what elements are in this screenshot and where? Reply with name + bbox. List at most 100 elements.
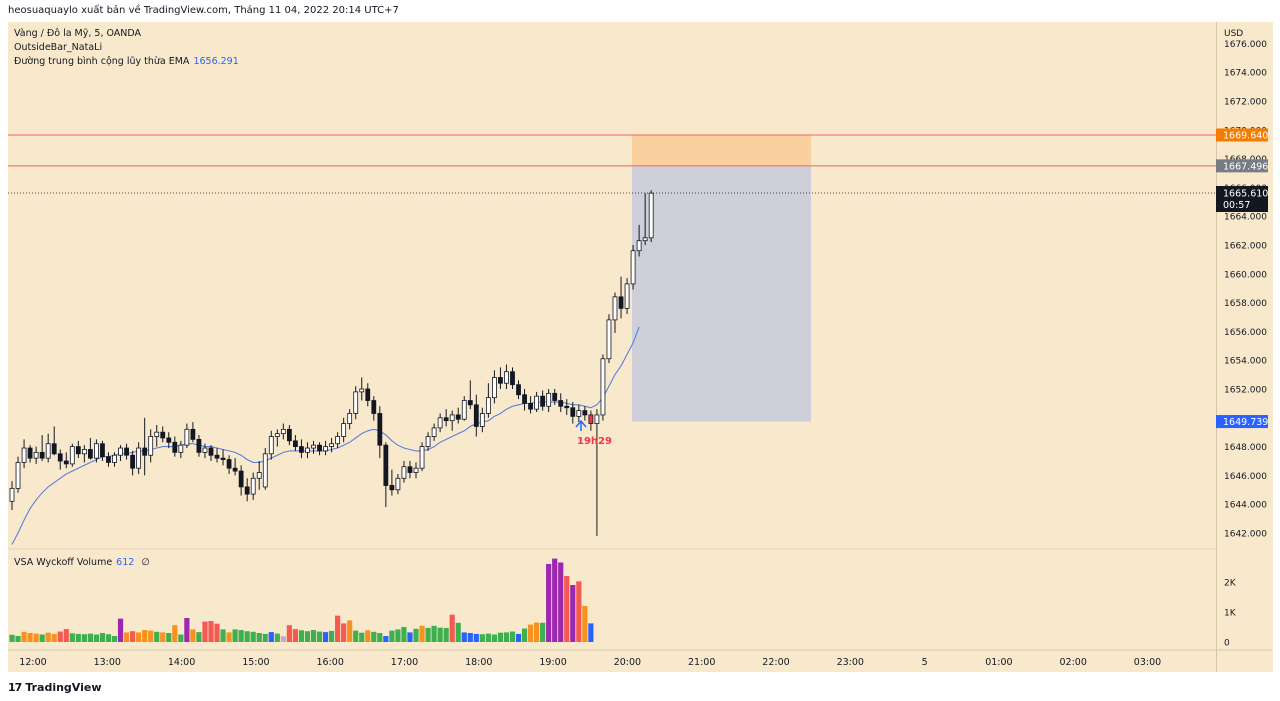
volume-bar: [395, 629, 401, 642]
candle: [184, 423, 190, 449]
candle: [455, 407, 461, 424]
candle-body: [648, 192, 654, 239]
candle: [136, 442, 142, 474]
volume-bar: [33, 633, 39, 642]
target-zone: [632, 165, 811, 422]
candle-body: [425, 436, 431, 447]
time-tick-label: 22:00: [762, 657, 789, 668]
volume-bar: [81, 634, 87, 642]
candle-body: [371, 400, 377, 414]
candle-body: [220, 457, 226, 460]
candle-body: [576, 410, 582, 417]
volume-bar: [552, 558, 558, 642]
candle-body: [100, 443, 105, 458]
indicator-legend[interactable]: OutsideBar_NataLi: [14, 42, 103, 53]
ema-legend[interactable]: Đường trung bình cộng lũy thừa EMA 1656.2…: [14, 56, 239, 67]
volume-bar: [413, 628, 419, 642]
candle: [166, 432, 172, 449]
volume-legend-value: 612: [116, 557, 135, 568]
candle-body: [642, 237, 648, 242]
candle-body: [467, 400, 473, 406]
candle: [124, 443, 129, 460]
candle-body: [274, 433, 280, 437]
candle-body: [51, 443, 57, 455]
volume-bar: [437, 627, 443, 642]
volume-bar: [148, 630, 154, 642]
candle: [365, 383, 371, 407]
volume-bar: [130, 631, 136, 642]
volume-bar: [407, 632, 413, 642]
volume-bar: [262, 633, 268, 642]
volume-bar: [45, 632, 51, 642]
time-tick-label: 17:00: [391, 657, 418, 668]
price-tick-label: 1660.000: [1224, 270, 1267, 280]
volume-bar: [558, 562, 564, 642]
candle: [425, 432, 431, 451]
symbol-legend[interactable]: Vàng / Đô la Mỹ, 5, OANDA: [14, 28, 142, 39]
volume-bar: [123, 632, 130, 642]
volume-bar: [105, 634, 112, 642]
candle: [594, 409, 600, 536]
candle-body: [166, 437, 172, 443]
volume-bar: [353, 630, 359, 642]
current-price-label-bg: [1216, 186, 1268, 213]
candle-body: [347, 413, 353, 424]
candle: [21, 439, 27, 469]
volume-bar: [582, 606, 588, 642]
candle-body: [504, 371, 509, 384]
time-tick-label: 01:00: [985, 657, 1012, 668]
countdown-label: 00:57: [1223, 200, 1250, 211]
candle-body: [437, 417, 443, 429]
candle: [87, 437, 93, 460]
lower-level-label-bg: [1216, 159, 1268, 173]
volume-bar: [335, 615, 341, 642]
candle-body: [443, 417, 449, 422]
candle-body: [353, 391, 359, 414]
candle-body: [377, 413, 383, 446]
time-tick-label: 16:00: [317, 657, 344, 668]
time-tick-label: 20:00: [614, 657, 641, 668]
volume-bar: [570, 585, 576, 642]
candle: [172, 436, 178, 457]
volume-bar: [497, 632, 504, 642]
candle-body: [588, 414, 594, 424]
ema-line: [11, 326, 640, 545]
candle: [407, 461, 413, 479]
candle-body: [473, 404, 479, 427]
candle-body: [27, 447, 33, 459]
tradingview-logo[interactable]: 17 TradingView: [8, 681, 102, 694]
target-level-label: 1649.739: [1223, 417, 1268, 428]
tradingview-logo-icon: 17: [8, 681, 22, 694]
candle-body: [540, 395, 546, 407]
candle: [299, 439, 304, 459]
candle-body: [479, 413, 485, 427]
price-tick-label: 1646.000: [1224, 472, 1267, 482]
candle-body: [130, 454, 136, 469]
candle: [323, 440, 328, 456]
candle-body: [606, 319, 612, 360]
volume-bar: [274, 633, 280, 642]
chart-area[interactable]: [8, 22, 1216, 672]
candle-body: [498, 377, 503, 384]
candle: [286, 425, 292, 446]
candle-body: [226, 459, 232, 469]
time-tick-label: 02:00: [1060, 657, 1087, 668]
candle-body: [69, 446, 75, 465]
candle: [335, 432, 341, 449]
candle-body: [449, 414, 455, 422]
volume-bar: [117, 618, 124, 642]
candle: [510, 367, 515, 389]
volume-bar: [142, 630, 148, 642]
candle: [582, 406, 588, 421]
candle: [280, 423, 286, 440]
volume-legend[interactable]: VSA Wyckoff Volume 612 ∅: [14, 557, 150, 568]
candle: [196, 435, 202, 457]
candle-body: [365, 388, 371, 401]
candle-body: [15, 462, 21, 489]
volume-bar: [389, 630, 395, 642]
candle-body: [570, 407, 576, 417]
volume-bar: [166, 633, 172, 642]
candle: [94, 439, 99, 463]
candle-body: [75, 446, 81, 455]
